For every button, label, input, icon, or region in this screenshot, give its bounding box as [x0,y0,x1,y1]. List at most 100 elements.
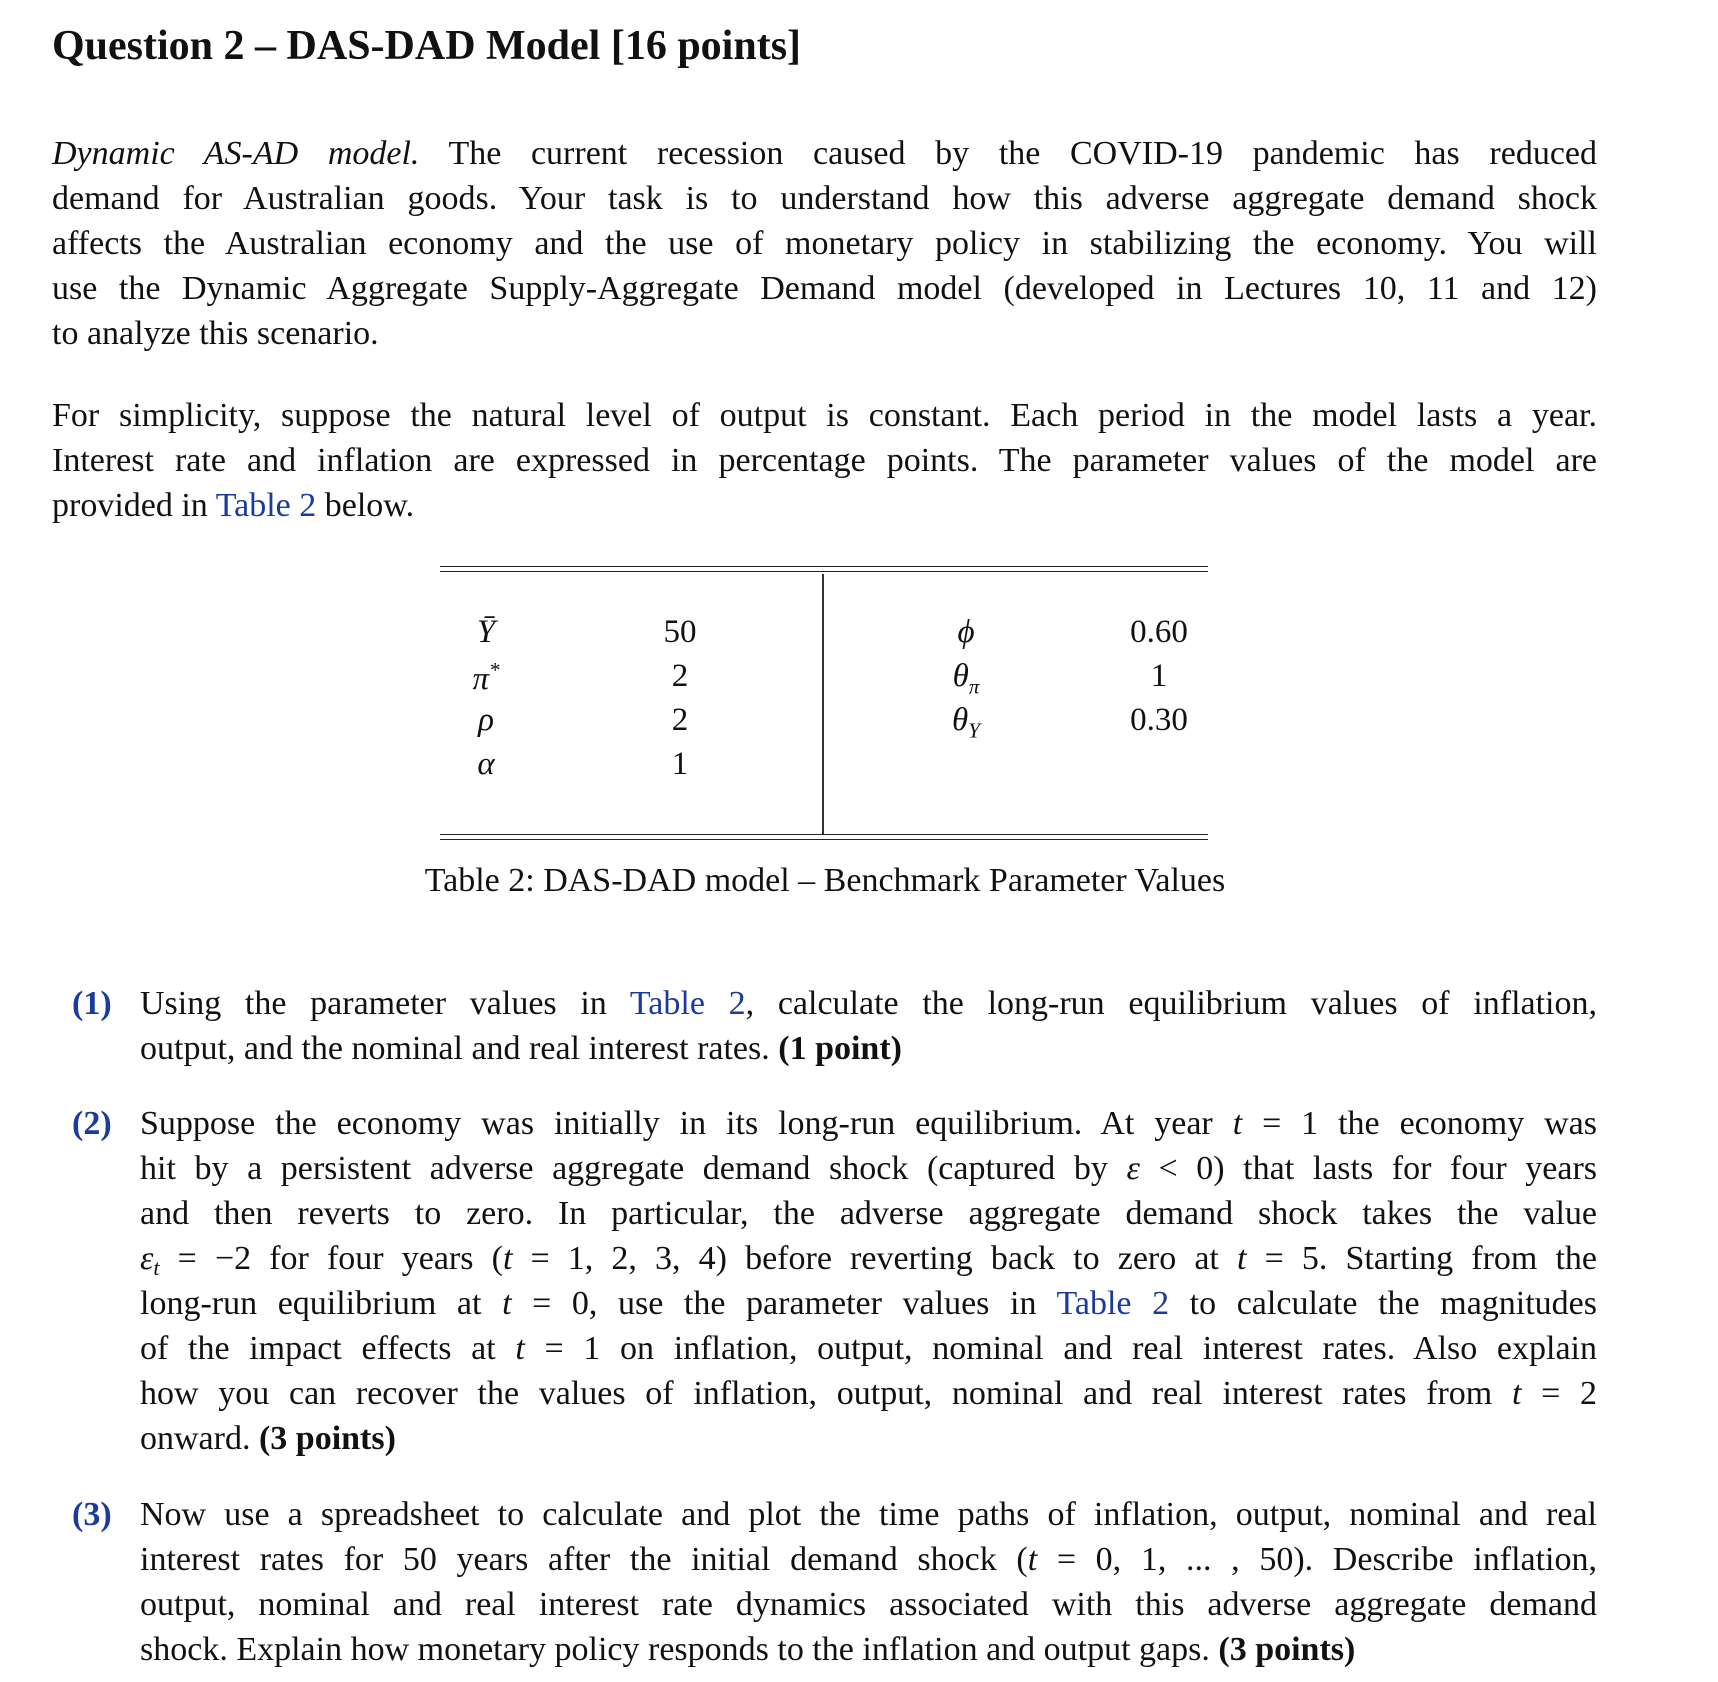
text-span: = 0, 1, ... , 50). Describe inflation, [1037,1541,1597,1578]
text-span: = 5. Starting from the [1246,1240,1597,1277]
math-symbol: ε [1126,1150,1140,1187]
text-span: = −2 for four years ( [159,1240,503,1277]
math-symbol: t [1237,1240,1247,1277]
text-line: Using the parameter values in Table 2, c… [140,981,1597,1026]
math-symbol: t [1511,1375,1522,1412]
text-span: = 1 the economy was [1242,1105,1597,1142]
parameter-symbol: θY [952,702,980,743]
points-label: (3 points) [258,1420,396,1457]
math-symbol: t [1232,1105,1243,1142]
parameter-value: 50 [663,614,697,650]
text-span: to analyze this scenario. [52,315,379,352]
points-label: (3 points) [1218,1631,1356,1668]
text-span: Now use a spreadsheet to calculate and p… [140,1496,1597,1533]
text-span: shock. Explain how monetary policy respo… [140,1631,1219,1668]
table-top-rule [440,566,1208,572]
parameter-value: 1 [1150,658,1168,694]
parameter-symbol: α [477,746,495,782]
math-symbol: t [515,1330,525,1367]
math-symbol: t [502,1240,513,1277]
text-line: Dynamic AS-AD model. The current recessi… [52,131,1597,176]
parameter-value: 0.30 [1130,702,1188,738]
parameter-symbol: Ȳ [476,614,496,650]
text-span: hit by a persistent adverse aggregate de… [140,1150,1127,1187]
text-span: = 0, use the parameter values in [511,1285,1057,1322]
text-span: Suppose the economy was initially in its… [140,1105,1233,1142]
text-line: affects the Australian economy and the u… [52,221,1597,266]
text-span: affects the Australian economy and the u… [52,225,1597,262]
table-reference-link[interactable]: Table 2 [629,985,746,1022]
text-span: how you can recover the values of inflat… [140,1375,1512,1412]
parameter-symbol: θπ [952,658,980,699]
math-symbol: t [1027,1541,1038,1578]
question-item-1: (1) Using the parameter values in Table 2… [52,981,1597,1071]
text-line: and then reverts to zero. In particular,… [140,1191,1597,1236]
text-span: and then reverts to zero. In particular,… [140,1195,1597,1232]
text-span: The current recession caused by the COVI… [419,135,1597,172]
text-line: output, and the nominal and real interes… [140,1026,1597,1071]
parameter-value: 0.60 [1130,614,1188,650]
text-line: Now use a spreadsheet to calculate and p… [140,1492,1597,1537]
text-span: onward. [140,1420,259,1457]
text-line: provided in Table 2 below. [52,483,1597,528]
text-span: use the Dynamic Aggregate Supply-Aggrega… [52,270,1597,307]
text-line: Suppose the economy was initially in its… [140,1101,1597,1146]
text-span: provided in [52,487,216,524]
parameter-symbol: ρ [478,702,494,738]
table-caption: Table 2: DAS-DAD model – Benchmark Param… [424,862,1226,899]
text-span: < 0) that lasts for four years [1139,1150,1598,1187]
question-item-2: (2) Suppose the economy was initially in … [52,1101,1597,1461]
assumptions-paragraph: For simplicity, suppose the natural leve… [52,393,1597,528]
text-line: Interest rate and inflation are expresse… [52,438,1597,483]
text-span: = 1 on inflation, output, nominal and re… [524,1330,1598,1367]
question-item-3: (3) Now use a spreadsheet to calculate an… [52,1492,1597,1672]
parameter-value: 2 [671,658,689,694]
text-line: onward. (3 points) [140,1416,1597,1461]
text-span: Using the parameter values in [140,985,630,1022]
text-line: how you can recover the values of inflat… [140,1371,1597,1416]
points-label: (1 point) [778,1030,902,1067]
text-line: shock. Explain how monetary policy respo… [140,1627,1597,1672]
text-line: hit by a persistent adverse aggregate de… [140,1146,1597,1191]
question-title: Question 2 – DAS-DAD Model [16 points] [52,23,802,69]
parameter-table: Ȳ 50 π* 2 ρ 2 α 1 ϕ 0.60 θπ 1 θY 0.30 [440,566,1208,841]
table-reference-link[interactable]: Table 2 [1056,1285,1170,1322]
text-span: demand for Australian goods. Your task i… [52,180,1597,217]
parameter-symbol: π* [472,658,500,697]
item-number: (1) [72,985,112,1022]
item-number: (3) [72,1496,112,1533]
table-divider [822,574,824,834]
math-symbol: ε [140,1240,154,1277]
parameter-value: 2 [671,702,689,738]
intro-paragraph: Dynamic AS-AD model. The current recessi… [52,131,1597,356]
math-symbol: t [153,1255,160,1280]
text-span: below. [316,487,415,524]
parameter-value: 1 [671,746,689,782]
text-line: interest rates for 50 years after the in… [140,1537,1597,1582]
text-line: demand for Australian goods. Your task i… [52,176,1597,221]
text-span: = 2 [1521,1375,1597,1412]
math-symbol: t [502,1285,512,1322]
text-span: Interest rate and inflation are expresse… [52,442,1597,479]
text-span: to calculate the magnitudes [1169,1285,1597,1322]
item-number: (2) [72,1105,112,1142]
text-line: For simplicity, suppose the natural leve… [52,393,1597,438]
text-span: = 1, 2, 3, 4) before reverting back to z… [512,1240,1237,1277]
table-bottom-rule [440,834,1208,840]
text-line: long-run equilibrium at t = 0, use the p… [140,1281,1597,1326]
parameter-symbol: ϕ [957,614,975,650]
text-span: , calculate the long-run equilibrium val… [745,985,1597,1022]
text-span: long-run equilibrium at [140,1285,503,1322]
text-span: Dynamic AS-AD model. [52,135,420,172]
table-reference-link[interactable]: Table 2 [215,487,317,524]
text-line: output, nominal and real interest rate d… [140,1582,1597,1627]
text-line: to analyze this scenario. [52,311,1597,356]
text-span: For simplicity, suppose the natural leve… [52,397,1597,434]
text-span: output, nominal and real interest rate d… [140,1586,1597,1623]
text-span: output, and the nominal and real interes… [140,1030,779,1067]
text-span: interest rates for 50 years after the in… [140,1541,1028,1578]
text-span: of the impact effects at [140,1330,516,1367]
text-line: of the impact effects at t = 1 on inflat… [140,1326,1597,1371]
text-line: use the Dynamic Aggregate Supply-Aggrega… [52,266,1597,311]
text-line: εt = −2 for four years (t = 1, 2, 3, 4) … [140,1236,1597,1281]
